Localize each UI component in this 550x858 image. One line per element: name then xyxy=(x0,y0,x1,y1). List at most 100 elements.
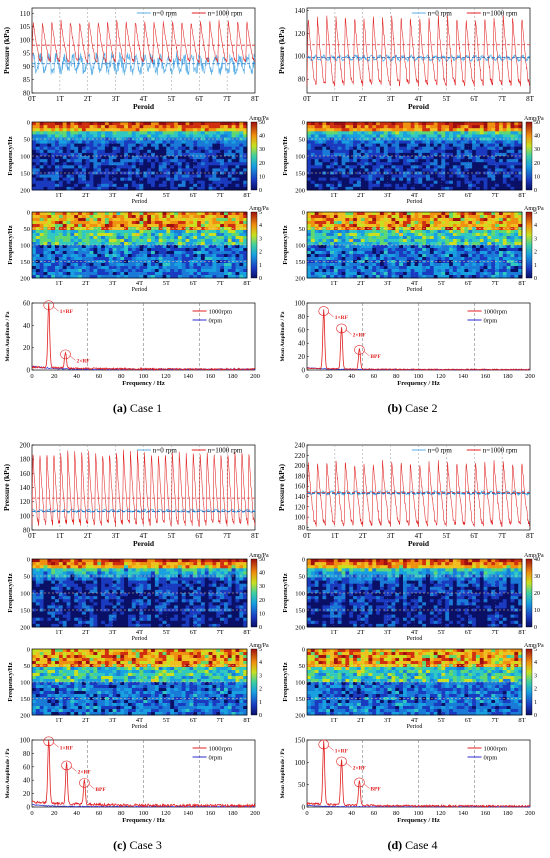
x-tick-label: 2T xyxy=(359,95,368,103)
spectrogram-cell xyxy=(58,263,64,267)
spectrogram-cell xyxy=(147,230,152,234)
spectrogram-cell xyxy=(81,269,87,273)
spectrogram-cell xyxy=(510,128,515,132)
spectrogram-cell xyxy=(193,168,198,172)
spectrogram-cell xyxy=(341,131,346,135)
spectrogram-cell xyxy=(181,140,186,144)
spectrogram-cell xyxy=(364,159,369,163)
spectrogram-cell xyxy=(135,162,140,166)
spectrogram-cell xyxy=(243,242,248,246)
spectrogram-cell xyxy=(433,251,438,255)
spectrogram-cell xyxy=(441,215,446,219)
spectrogram-cell xyxy=(235,174,240,178)
x-tick-label: 7T xyxy=(223,95,232,103)
spectrogram-cell xyxy=(124,180,129,185)
spectrogram-cell xyxy=(349,152,354,157)
spectrogram-cell xyxy=(483,137,488,141)
spectrogram-cell xyxy=(89,171,94,175)
x-tick-label: 40 xyxy=(73,373,80,380)
spectrogram-cell xyxy=(349,221,354,225)
y-tick-label: 200 xyxy=(295,188,305,195)
spectrogram-cell xyxy=(406,212,411,216)
spectrogram-cell xyxy=(399,227,404,231)
spectrogram-cell xyxy=(456,156,461,160)
spectrogram-cell xyxy=(189,245,194,249)
spectrogram-cell xyxy=(189,266,194,270)
spectrogram-cell xyxy=(158,143,163,148)
spectrogram-cell xyxy=(395,227,400,231)
spectrogram-cell xyxy=(43,146,48,151)
spectrogram-cell xyxy=(70,269,75,273)
spectrogram-cell xyxy=(158,165,163,169)
spectrogram-cell xyxy=(231,183,236,188)
spectrogram-cell xyxy=(124,218,129,222)
spectrogram-cell xyxy=(391,224,396,228)
spectrogram-cell xyxy=(177,257,183,261)
spectrogram-cell xyxy=(376,159,381,163)
spectrogram-cell xyxy=(116,122,121,126)
spectrogram-cell xyxy=(356,177,362,182)
spectrogram-cell xyxy=(472,251,477,255)
spectrogram-cell xyxy=(307,260,312,264)
spectrogram-cell xyxy=(231,165,236,169)
spectrogram-cell xyxy=(472,215,477,219)
spectrogram-cell xyxy=(104,236,110,240)
spectrogram-cell xyxy=(437,162,442,166)
series-n1000-line xyxy=(306,14,531,87)
spectrogram-cell xyxy=(189,215,194,219)
spectrogram-cell xyxy=(460,137,465,141)
spectrogram-cell xyxy=(360,248,365,252)
spectrogram-cell xyxy=(414,236,419,240)
spectrogram-cell xyxy=(475,149,481,154)
spectrogram-cell xyxy=(93,156,98,160)
spectrogram-cell xyxy=(47,230,52,234)
spectrogram-cell xyxy=(120,236,125,240)
spectrogram-cell xyxy=(368,221,373,225)
spectrogram-cell xyxy=(108,233,113,237)
spectrogram-cell xyxy=(518,149,523,154)
spectrogram-cell xyxy=(395,159,400,163)
spectrogram-cell xyxy=(403,224,408,228)
spectrogram-cell xyxy=(55,186,60,191)
spectrogram-cell xyxy=(330,180,335,185)
spectrogram-cell xyxy=(189,156,194,160)
spectrogram-cell xyxy=(406,263,411,267)
spectrogram-cell xyxy=(395,218,400,222)
spectrogram-cell xyxy=(185,218,190,222)
spectrogram-cell xyxy=(406,224,411,228)
spectrogram-cell xyxy=(491,168,496,172)
spectrogram-cell xyxy=(379,266,385,270)
spectrogram-cell xyxy=(364,165,369,169)
spectrogram-cell xyxy=(322,168,327,172)
spectrogram-cell xyxy=(395,134,400,138)
spectrogram-cell xyxy=(181,251,186,255)
spectrogram-cell xyxy=(353,146,358,151)
spectrogram-cell xyxy=(174,215,179,219)
spectrogram-cell xyxy=(414,159,419,163)
spectrogram-cell xyxy=(51,134,56,138)
spectrogram-cell xyxy=(143,269,148,273)
spectrogram-cell xyxy=(441,257,446,261)
spectrogram-cell xyxy=(307,236,312,240)
spectrogram-cell xyxy=(479,239,484,243)
spectrogram-cell xyxy=(318,146,323,151)
spectrogram-cell xyxy=(85,212,90,216)
spectrogram-cell xyxy=(47,149,52,154)
spectrogram-cell xyxy=(62,251,67,255)
spectrogram-cell xyxy=(108,254,113,258)
spectrogram-cell xyxy=(318,254,323,258)
spectrogram-cell xyxy=(514,177,519,182)
spectrogram-cell xyxy=(151,168,156,172)
spectrogram-cell xyxy=(326,212,331,216)
spectrogram-cell xyxy=(70,266,75,270)
spectrogram-cell xyxy=(151,242,156,246)
spectrogram-cell xyxy=(341,156,346,160)
spectrogram-cell xyxy=(391,171,396,175)
spectrogram-cell xyxy=(341,224,346,228)
spectrogram-cell xyxy=(235,177,240,182)
spectrogram-cell xyxy=(345,140,350,144)
spectrogram-cell xyxy=(353,143,358,148)
spectrogram-cell xyxy=(468,174,473,178)
spectrogram-cell xyxy=(437,159,442,163)
spectrogram-cell xyxy=(333,140,339,144)
